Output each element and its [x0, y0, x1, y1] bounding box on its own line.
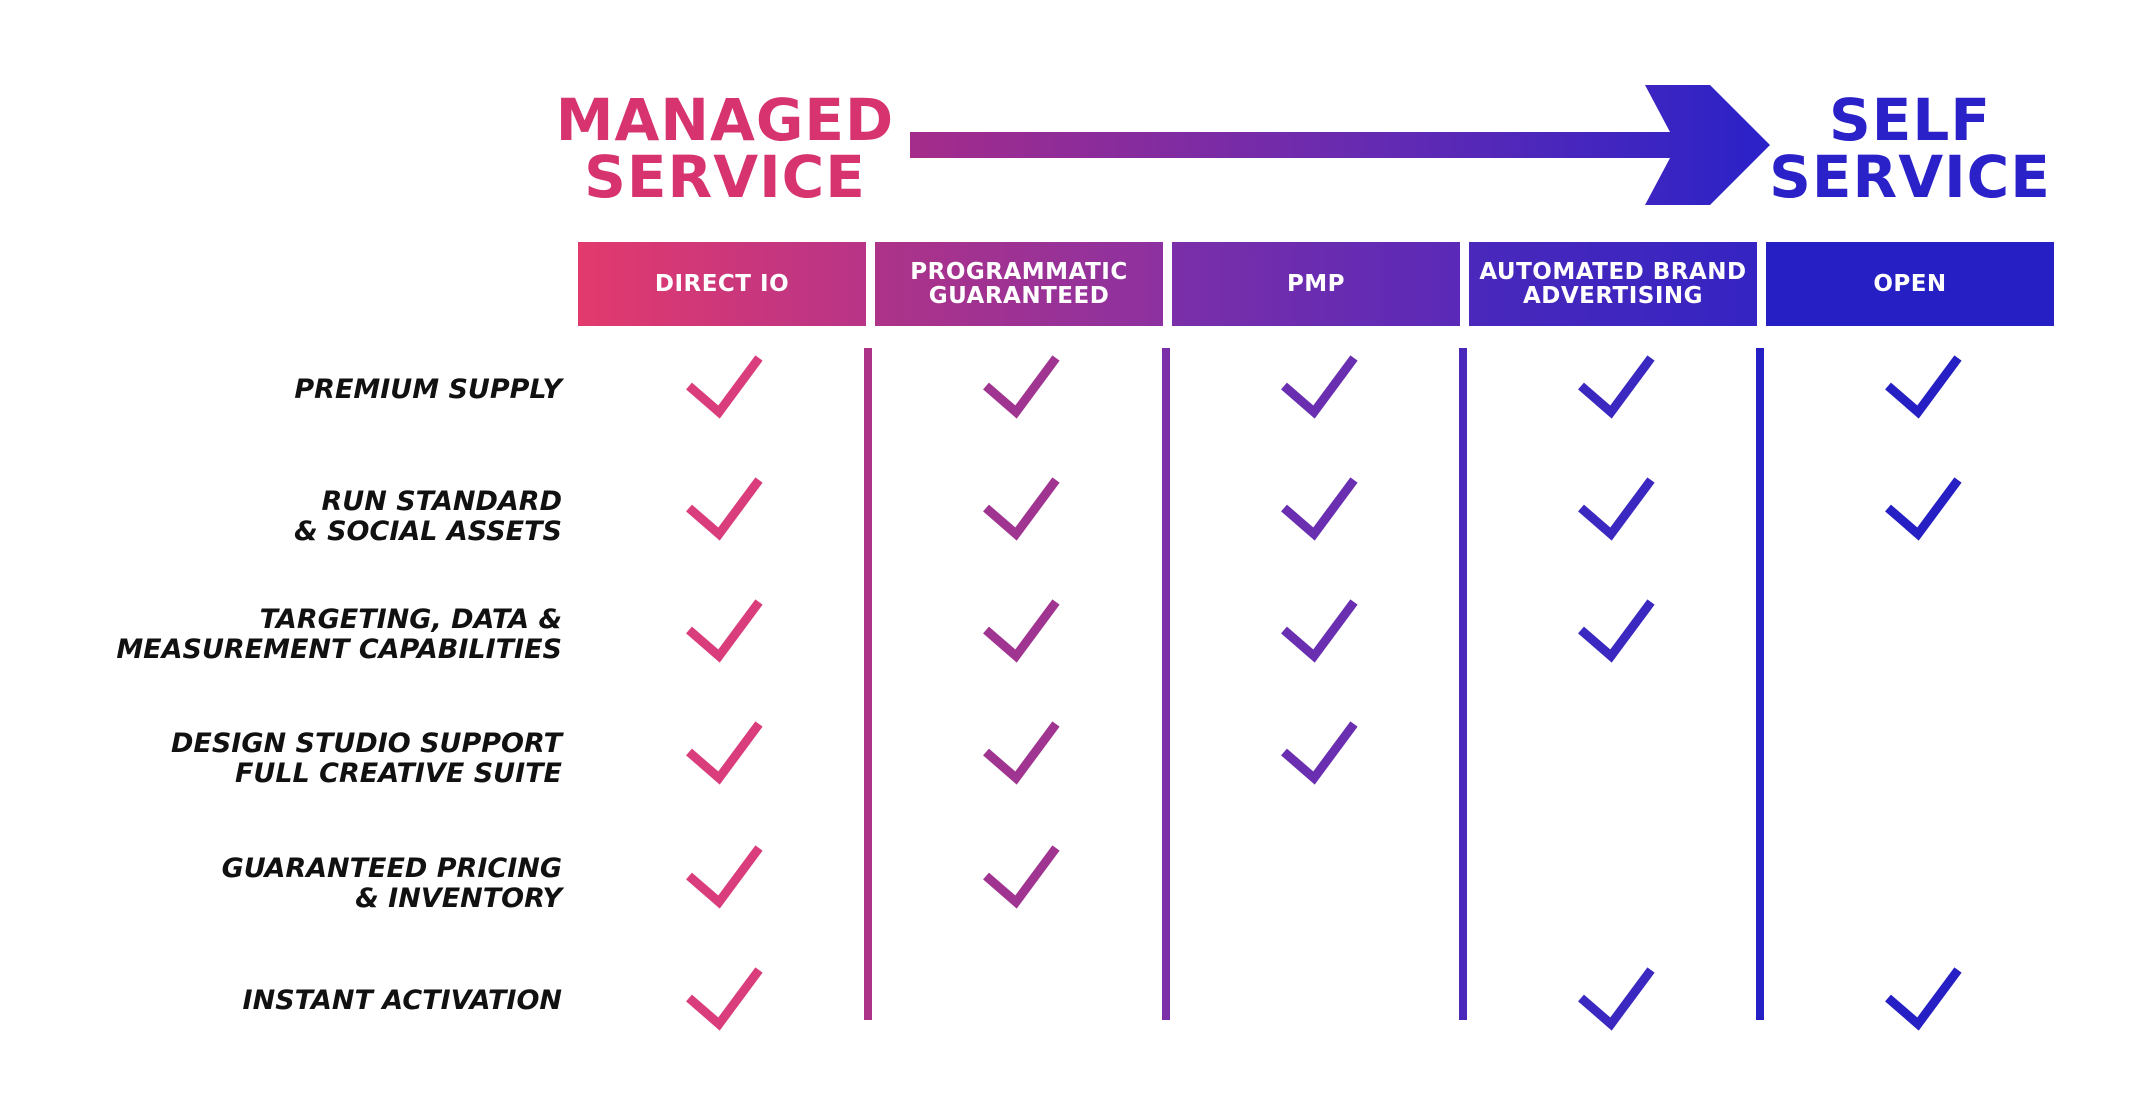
managed-service-title: MANAGED SERVICE [555, 86, 895, 211]
check-icon [1281, 721, 1358, 785]
check-icon [1578, 599, 1655, 663]
row-label-guaranteed-pricing-inventory: GUARANTEED PRICING & INVENTORY [221, 853, 562, 914]
check-icon [1281, 599, 1358, 663]
check-icon [686, 721, 763, 785]
check-icon [983, 599, 1060, 663]
column-divider [1459, 348, 1467, 1020]
check-icon [1578, 355, 1655, 419]
check-icon [1885, 355, 1962, 419]
self-service-title: SELF SERVICE [1769, 86, 2051, 211]
check-icon [983, 845, 1060, 909]
managed-to-self-arrow [910, 85, 1770, 205]
check-icon [1885, 477, 1962, 541]
row-label-run-standard-social-assets: RUN STANDARD & SOCIAL ASSETS [294, 486, 562, 547]
check-icon [686, 967, 763, 1031]
row-label-design-studio-support: DESIGN STUDIO SUPPORT FULL CREATIVE SUIT… [171, 728, 562, 789]
column-headers: DIRECT IO PROGRAMMATIC GUARANTEED PMP AU… [578, 242, 2058, 326]
row-label-targeting-data-measurement: TARGETING, DATA & MEASUREMENT CAPABILITI… [116, 604, 562, 665]
check-icon [1281, 355, 1358, 419]
column-header-direct-io: DIRECT IO [578, 242, 866, 326]
check-icon [686, 599, 763, 663]
column-header-programmatic-guaranteed: PROGRAMMATIC GUARANTEED [875, 242, 1163, 326]
check-icon [686, 355, 763, 419]
check-icon [686, 845, 763, 909]
column-header-open: OPEN [1766, 242, 2054, 326]
check-icon [1281, 477, 1358, 541]
column-header-pmp: PMP [1172, 242, 1460, 326]
column-header-automated-brand-advertising: AUTOMATED BRAND ADVERTISING [1469, 242, 1757, 326]
check-icon [1578, 967, 1655, 1031]
check-icon [1885, 967, 1962, 1031]
column-divider [864, 348, 872, 1020]
check-icon [983, 477, 1060, 541]
row-label-premium-supply: PREMIUM SUPPLY [294, 374, 562, 405]
check-icon [686, 477, 763, 541]
row-label-instant-activation: INSTANT ACTIVATION [242, 985, 562, 1016]
column-divider [1162, 348, 1170, 1020]
check-icon [1578, 477, 1655, 541]
check-icon [983, 721, 1060, 785]
check-icon [983, 355, 1060, 419]
column-divider [1756, 348, 1764, 1020]
